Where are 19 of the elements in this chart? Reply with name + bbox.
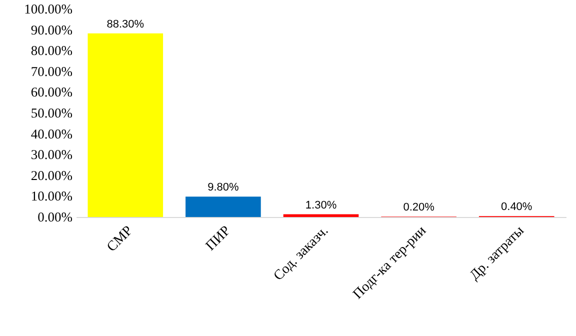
data-label: 0.20% (403, 202, 435, 214)
data-label: 1.30% (305, 199, 337, 212)
y-tick-label: 30.00% (30, 147, 72, 162)
y-tick-label: 60.00% (30, 84, 72, 100)
y-tick-label: 90.00% (30, 22, 72, 38)
y-tick-label: 100.00% (24, 2, 72, 16)
data-label: 0.40% (501, 201, 532, 214)
y-tick-label: 70.00% (30, 64, 72, 79)
data-label: 9.80% (208, 182, 240, 194)
y-tick-label: 0.00% (38, 210, 72, 224)
bar (186, 196, 261, 217)
y-tick-label: 50.00% (30, 106, 72, 120)
y-tick-label: 40.00% (30, 126, 72, 142)
y-tick-label: 80.00% (30, 43, 72, 58)
bar (283, 214, 359, 217)
y-tick-label: 10.00% (30, 188, 72, 204)
y-tick-label: 20.00% (30, 168, 72, 183)
bar (88, 33, 164, 217)
data-label: 88.30% (106, 18, 144, 30)
